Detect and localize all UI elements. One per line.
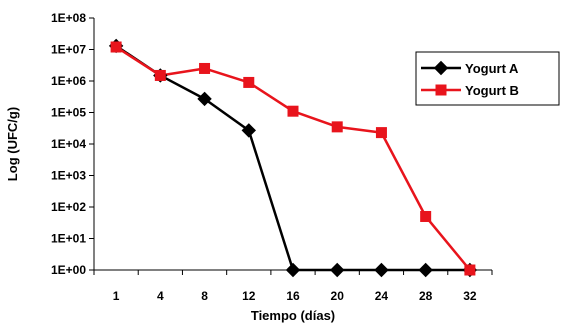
data-point-yogurt-b <box>331 121 343 133</box>
x-axis-title: Tiempo (días) <box>251 308 335 323</box>
x-tick-label: 24 <box>375 289 389 303</box>
legend-items: Yogurt A Yogurt B <box>421 60 519 98</box>
data-point-yogurt-b <box>110 41 122 53</box>
legend: Yogurt A Yogurt B <box>415 51 560 106</box>
data-point-yogurt-a <box>285 262 301 278</box>
y-tick-label: 1E+06 <box>51 74 86 88</box>
legend-marker-yogurt-a <box>433 60 449 76</box>
y-tick-label: 1E+05 <box>51 106 86 120</box>
legend-box <box>415 51 560 106</box>
legend-label-yogurt-a: Yogurt A <box>465 61 519 76</box>
data-point-yogurt-a <box>418 262 433 278</box>
x-tick-label: 12 <box>242 289 256 303</box>
y-axis-ticks: 1E+00 1E+01 1E+02 1E+03 1E+04 1E+05 1E+06 1E+07… <box>51 11 94 277</box>
series-markers <box>108 38 478 278</box>
y-tick-label: 1E+00 <box>51 263 86 277</box>
y-tick-label: 1E+08 <box>51 11 86 25</box>
y-tick-label: 1E+01 <box>51 232 86 246</box>
data-point-yogurt-a <box>197 91 212 107</box>
legend-marker-yogurt-b <box>435 84 447 96</box>
data-point-yogurt-a <box>241 123 256 138</box>
x-tick-label: 4 <box>157 289 164 303</box>
y-tick-label: 1E+03 <box>51 169 86 183</box>
data-point-yogurt-b <box>199 62 211 74</box>
data-point-yogurt-b <box>154 69 166 81</box>
data-point-yogurt-a <box>330 262 345 278</box>
x-tick-label: 8 <box>201 289 208 303</box>
x-axis-ticks: 1 4 8 12 16 20 24 28 32 <box>93 270 493 303</box>
data-point-yogurt-b <box>420 210 432 222</box>
data-point-yogurt-b <box>243 76 255 88</box>
data-point-yogurt-b <box>375 127 387 139</box>
data-point-yogurt-a <box>374 262 389 278</box>
y-tick-label: 1E+07 <box>51 43 86 57</box>
x-tick-label: 28 <box>419 289 433 303</box>
data-point-yogurt-b <box>287 105 299 117</box>
x-tick-label: 16 <box>286 289 300 303</box>
x-tick-label: 1 <box>113 289 120 303</box>
y-tick-label: 1E+04 <box>51 137 86 151</box>
legend-label-yogurt-b: Yogurt B <box>465 83 519 98</box>
y-tick-label: 1E+02 <box>51 200 86 214</box>
y-axis-title: Log (UFC/g) <box>5 107 20 181</box>
x-tick-label: 20 <box>331 289 345 303</box>
x-tick-label: 32 <box>463 289 477 303</box>
plot-area: 1E+00 1E+01 1E+02 1E+03 1E+04 1E+05 1E+06 1E+07… <box>51 11 493 303</box>
data-point-yogurt-b <box>464 264 476 276</box>
